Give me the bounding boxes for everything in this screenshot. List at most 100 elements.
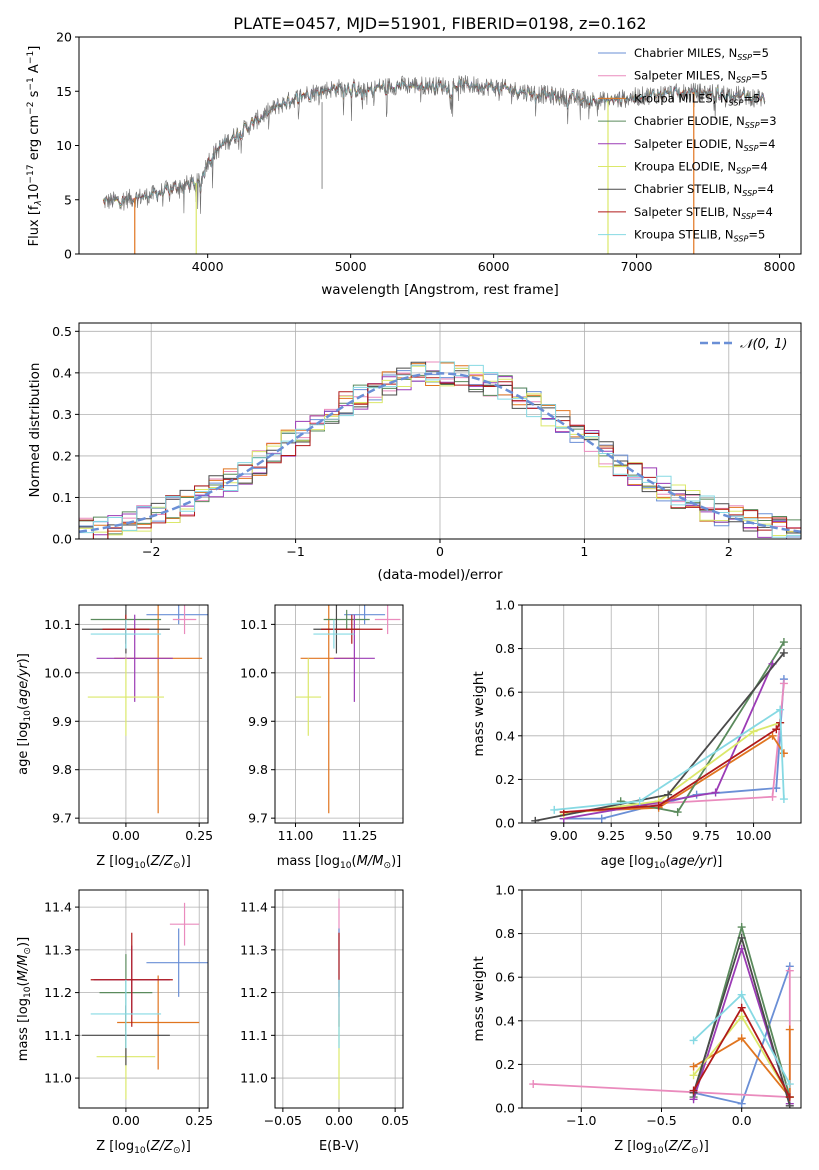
- data-spectrum-line: [103, 75, 766, 214]
- legend-entry: Kroupa ELODIE, NSSP=4: [634, 160, 768, 176]
- series-marker: [737, 990, 746, 999]
- series-marker: [737, 1003, 746, 1012]
- x-tick-label: −1.0: [566, 1113, 596, 1128]
- plot-area: [529, 923, 794, 1108]
- series-marker: [654, 801, 663, 810]
- plot-area: [81, 902, 208, 1100]
- panel-residuals: −2 −1 0 1 2 0.0 0.1 0.2 0.3 0.4 0.5 (data-model)/er…: [27, 322, 802, 583]
- y-tick-label: 0.8: [495, 926, 515, 941]
- legend-entry: Chabrier ELODIE, NSSP=3: [634, 114, 777, 130]
- x-axis-label: Z [log10(Z/Z⊙)]: [96, 1139, 191, 1156]
- series-marker: [779, 648, 788, 657]
- x-tick-label: 7000: [621, 259, 653, 274]
- x-tick-label: 10.00: [736, 828, 772, 843]
- x-tick-label: 0.00: [112, 828, 140, 843]
- y-tick-label: 0.4: [52, 365, 72, 380]
- x-tick-label: 0: [436, 544, 444, 559]
- y-tick-label: 9.9: [248, 714, 268, 729]
- series-line: [620, 641, 785, 814]
- gaussian-line: [79, 372, 801, 533]
- series-marker: [737, 1034, 746, 1043]
- x-axis-label: mass [log10(M/M⊙)]: [277, 854, 401, 871]
- x-tick-label: 8000: [764, 259, 796, 274]
- y-tick-label: 0.1: [52, 490, 72, 505]
- y-tick-label: 0.3: [52, 407, 72, 422]
- x-tick-label: −1: [286, 544, 304, 559]
- y-tick-label: 9.7: [248, 811, 268, 826]
- x-tick-label: 9.75: [692, 828, 720, 843]
- y-tick-label: 10.0: [44, 665, 72, 680]
- series-line: [563, 721, 781, 816]
- series-marker: [768, 731, 777, 740]
- panel-mass-vs-ebv: −0.05 0.00 0.05 11.0 11.1 11.2 11.3 11.4 E(B-V): [240, 889, 409, 1154]
- series-marker: [776, 705, 785, 714]
- series-marker: [664, 790, 673, 799]
- y-axis-label: age [log10(age/yr)]: [16, 653, 33, 775]
- x-tick-label: −2: [142, 544, 160, 559]
- y-tick-label: 1.0: [495, 598, 515, 613]
- plot-area: [531, 638, 788, 823]
- y-tick-label: 11.0: [240, 1071, 268, 1086]
- y-tick-label: 0.6: [495, 685, 515, 700]
- plot-area: [295, 605, 401, 814]
- x-axis-label: wavelength [Angstrom, rest frame]: [321, 282, 559, 298]
- histogram-step: [79, 361, 801, 539]
- series-marker: [785, 966, 794, 975]
- series-marker: [711, 788, 720, 797]
- series-marker: [689, 1062, 698, 1071]
- y-axis-label: Normed distribution: [27, 363, 43, 498]
- series-marker: [737, 933, 746, 942]
- x-tick-label: 0.25: [185, 1113, 213, 1128]
- y-axis-label: mass weight: [471, 671, 487, 756]
- x-axis-label: (data-model)/error: [377, 567, 503, 583]
- panel-massweight-vs-age: 9.00 9.25 9.50 9.75 10.00 0.0 0.2 0.4 0.6 0.8 1.0 a…: [471, 598, 802, 871]
- legend-entry: Kroupa MILES, NSSP=5: [634, 91, 760, 107]
- y-tick-label: 11.2: [240, 985, 268, 1000]
- y-tick-label: 11.4: [240, 900, 268, 915]
- x-tick-label: 0.00: [112, 1113, 140, 1128]
- series-marker: [529, 1080, 538, 1089]
- legend-entry: 𝒩(0, 1): [740, 337, 787, 352]
- y-tick-label: 11.2: [44, 985, 72, 1000]
- y-tick-label: 0.2: [52, 448, 72, 463]
- x-axis-label: Z [log10(Z/Z⊙)]: [614, 1139, 709, 1156]
- y-tick-label: 11.3: [44, 942, 72, 957]
- x-tick-label: −0.5: [646, 1113, 676, 1128]
- legend-entry: Salpeter ELODIE, NSSP=4: [634, 137, 775, 153]
- x-tick-label: 0.05: [381, 1113, 409, 1128]
- y-tick-label: 0.4: [495, 1013, 515, 1028]
- series-marker: [772, 725, 781, 734]
- plot-area: [79, 361, 801, 539]
- series-marker: [779, 795, 788, 804]
- legend-entry: Chabrier MILES, NSSP=5: [634, 46, 769, 62]
- y-tick-label: 9.9: [52, 714, 72, 729]
- y-axis-label: Flux [fλ10−17 erg cm−2 s−1 A−1]: [26, 46, 44, 247]
- y-tick-label: 0.2: [495, 772, 515, 787]
- y-tick-label: 11.3: [240, 942, 268, 957]
- figure-title: PLATE=0457, MJD=51901, FIBERID=0198, z=0…: [233, 14, 646, 33]
- y-tick-label: 5: [64, 192, 72, 207]
- y-tick-label: 10.1: [240, 617, 268, 632]
- legend-entry: Salpeter STELIB, NSSP=4: [634, 205, 773, 221]
- panel-spectrum: 4000 5000 6000 7000 8000 0 5 10 15 20 wavelength […: [26, 30, 802, 298]
- y-tick-label: 10: [56, 138, 72, 153]
- x-tick-label: 9.00: [550, 828, 578, 843]
- series-marker: [737, 1012, 746, 1021]
- y-tick-label: 10.0: [240, 665, 268, 680]
- y-tick-label: 9.8: [248, 762, 268, 777]
- y-tick-label: 15: [56, 84, 72, 99]
- axes-frame: [78, 889, 209, 1109]
- series-marker: [597, 814, 606, 823]
- series-marker: [785, 1093, 794, 1102]
- series-marker: [737, 1099, 746, 1108]
- series-marker: [749, 727, 758, 736]
- series-marker: [635, 797, 644, 806]
- y-tick-label: 11.1: [44, 1028, 72, 1043]
- x-axis-label: Z [log10(Z/Z⊙)]: [96, 854, 191, 871]
- series-marker: [785, 1025, 794, 1034]
- legend-entry: Kroupa STELIB, NSSP=5: [634, 228, 765, 244]
- x-tick-label: 1: [580, 544, 588, 559]
- x-tick-label: 6000: [478, 259, 510, 274]
- x-tick-label: 2: [725, 544, 733, 559]
